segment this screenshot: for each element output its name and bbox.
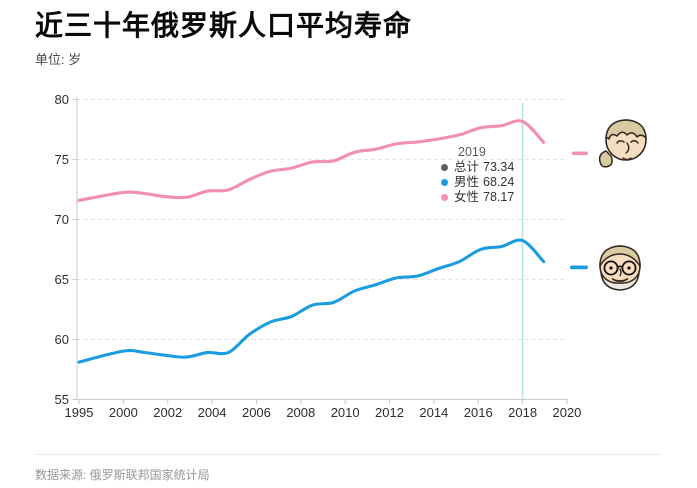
axis-tick-labels: 55 60 65 70 75 80 1995 2000 2002 2004 2006 2008 2010… xyxy=(55,92,582,420)
series-lines[interactable] xyxy=(77,119,546,364)
tooltip-value: 73.34 xyxy=(483,160,515,174)
series-line-女性[interactable] xyxy=(77,119,546,202)
gridlines xyxy=(77,99,568,340)
tooltip-year: 2019 xyxy=(458,145,486,159)
x-axis-tick-label: 2012 xyxy=(375,405,404,420)
x-axis-tick-label: 2016 xyxy=(464,405,493,420)
tooltip-row-female: 女性 78.17 xyxy=(441,190,514,205)
chart-title: 近三十年俄罗斯人口平均寿命 xyxy=(35,10,413,41)
male-series-dot xyxy=(441,179,448,186)
old-woman-face-icon xyxy=(598,119,647,168)
data-source: 数据来源: 俄罗斯联邦国家统计局 xyxy=(35,468,210,482)
tooltip-label: 男性 xyxy=(454,175,480,189)
tooltip-label: 总计 xyxy=(454,160,480,174)
x-axis-tick-label: 2000 xyxy=(109,405,138,420)
total-series-dot xyxy=(441,164,448,171)
axes xyxy=(72,97,568,404)
female-series-dot xyxy=(441,194,448,201)
y-axis-tick-label: 65 xyxy=(55,272,69,287)
x-axis-tick-label: 2014 xyxy=(419,405,448,420)
line-chart-plot-area[interactable]: 55 60 65 70 75 80 1995 2000 2002 2004 2006 2008 2010… xyxy=(0,0,697,450)
y-axis-tick-label: 80 xyxy=(55,92,69,107)
legend-item-male[interactable] xyxy=(570,245,641,291)
old-man-face-icon xyxy=(599,245,641,291)
tooltip-row-total: 总计 73.34 xyxy=(441,160,514,175)
x-axis-tick-label: 2008 xyxy=(286,405,315,420)
x-axis-tick-label: 1995 xyxy=(65,405,94,420)
x-axis-tick-label: 2018 xyxy=(508,405,537,420)
x-axis-tick-label: 2006 xyxy=(242,405,271,420)
tooltip-row-male: 男性 68.24 xyxy=(441,175,514,190)
y-axis-tick-label: 75 xyxy=(55,152,69,167)
tooltip: 2019 总计 73.34 男性 68.24 女性 78.17 xyxy=(441,145,514,205)
footer-divider xyxy=(35,454,662,455)
unit-label: 单位: 岁 xyxy=(35,52,82,67)
x-axis-tick-label: 2020 xyxy=(552,405,581,420)
y-axis-tick-label: 60 xyxy=(55,332,69,347)
legend-dash-female xyxy=(572,151,588,156)
y-axis-tick-label: 70 xyxy=(55,212,69,227)
tooltip-value: 68.24 xyxy=(483,175,515,189)
x-axis-tick-label: 2004 xyxy=(198,405,227,420)
x-axis-tick-label: 2002 xyxy=(153,405,182,420)
tooltip-label: 女性 xyxy=(454,190,480,204)
series-line-男性[interactable] xyxy=(77,238,546,364)
x-axis-tick-label: 2010 xyxy=(331,405,360,420)
legend-item-female[interactable] xyxy=(572,119,647,168)
tooltip-value: 78.17 xyxy=(483,190,515,204)
y-axis-tick-label: 55 xyxy=(55,392,69,407)
legend-dash-male xyxy=(570,265,588,270)
